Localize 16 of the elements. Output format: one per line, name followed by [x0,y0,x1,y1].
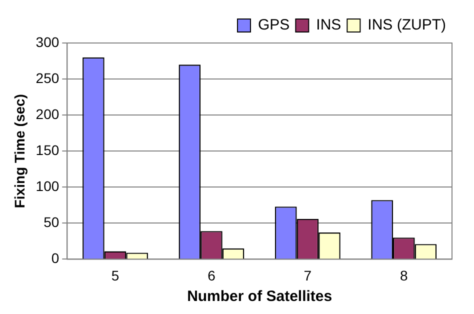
y-tick-label: 300 [36,34,60,50]
y-axis-title: Fixing Time (sec) [11,94,28,208]
y-tick-label: 100 [36,178,60,194]
y-tick-label: 50 [44,214,60,230]
x-tick-label: 6 [208,267,216,284]
legend-label: INS [316,16,342,34]
y-tick-label: 200 [36,106,60,122]
legend-label: INS (ZUPT) [368,16,446,34]
x-axis-title: Number of Satellites [187,288,332,306]
x-tick-label: 7 [304,267,312,284]
x-tick-label: 5 [111,267,120,284]
legend-label: GPS [258,16,290,34]
x-tick-label: 8 [400,267,408,284]
y-tick-label: 250 [36,70,60,86]
y-tick-label: 0 [51,250,60,266]
y-tick-label: 150 [36,142,60,158]
